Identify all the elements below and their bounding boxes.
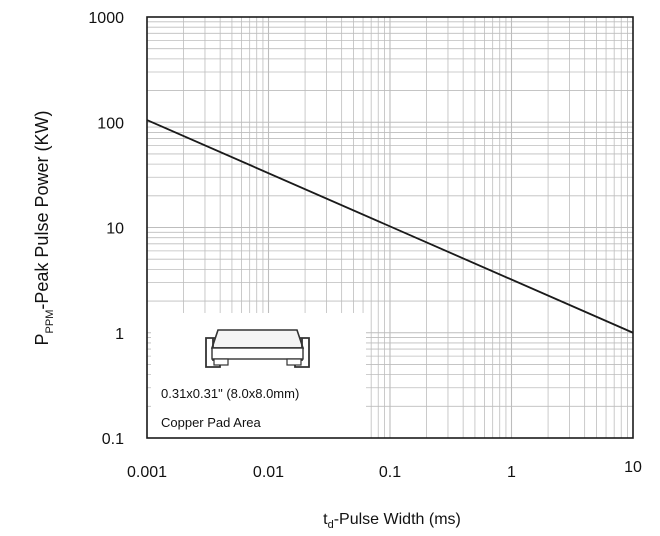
inset-line-2: Copper Pad Area bbox=[161, 415, 262, 430]
x-axis-label-sub: d bbox=[328, 519, 334, 531]
x-tick-label: 0.001 bbox=[127, 464, 167, 481]
x-axis-label-rest: -Pulse Width (ms) bbox=[334, 511, 461, 528]
x-tick-label: 10 bbox=[624, 459, 642, 476]
package-icon bbox=[205, 329, 310, 368]
x-axis-label: td-Pulse Width (ms) bbox=[323, 511, 461, 531]
x-tick-label: 0.01 bbox=[253, 464, 284, 481]
x-axis-ticks: 0.001 0.01 0.1 1 10 bbox=[127, 459, 642, 481]
inset-box: 0.31x0.31" (8.0x8.0mm) Copper Pad Area bbox=[151, 313, 366, 439]
y-tick-label: 100 bbox=[97, 115, 124, 132]
x-axis-label-main: t bbox=[323, 511, 328, 528]
x-tick-label: 0.1 bbox=[379, 464, 401, 481]
y-tick-label: 1000 bbox=[88, 10, 124, 27]
y-axis-label-rest: -Peak Pulse Power (KW) bbox=[32, 111, 52, 310]
inset-line-1: 0.31x0.31" (8.0x8.0mm) bbox=[161, 386, 299, 401]
y-axis-ticks: 0.1 1 10 100 1000 bbox=[88, 10, 124, 448]
y-axis-label: PPPM-Peak Pulse Power (KW) bbox=[32, 111, 56, 346]
series-line bbox=[146, 119, 634, 334]
series-layer bbox=[146, 119, 634, 334]
y-axis-label-sub: PPM bbox=[44, 310, 56, 334]
y-tick-label: 0.1 bbox=[102, 431, 124, 448]
y-tick-label: 10 bbox=[106, 221, 124, 238]
plot-frame bbox=[146, 16, 634, 439]
y-tick-label: 1 bbox=[115, 326, 124, 343]
y-axis-label-main: P bbox=[32, 333, 52, 345]
x-tick-label: 1 bbox=[507, 464, 516, 481]
